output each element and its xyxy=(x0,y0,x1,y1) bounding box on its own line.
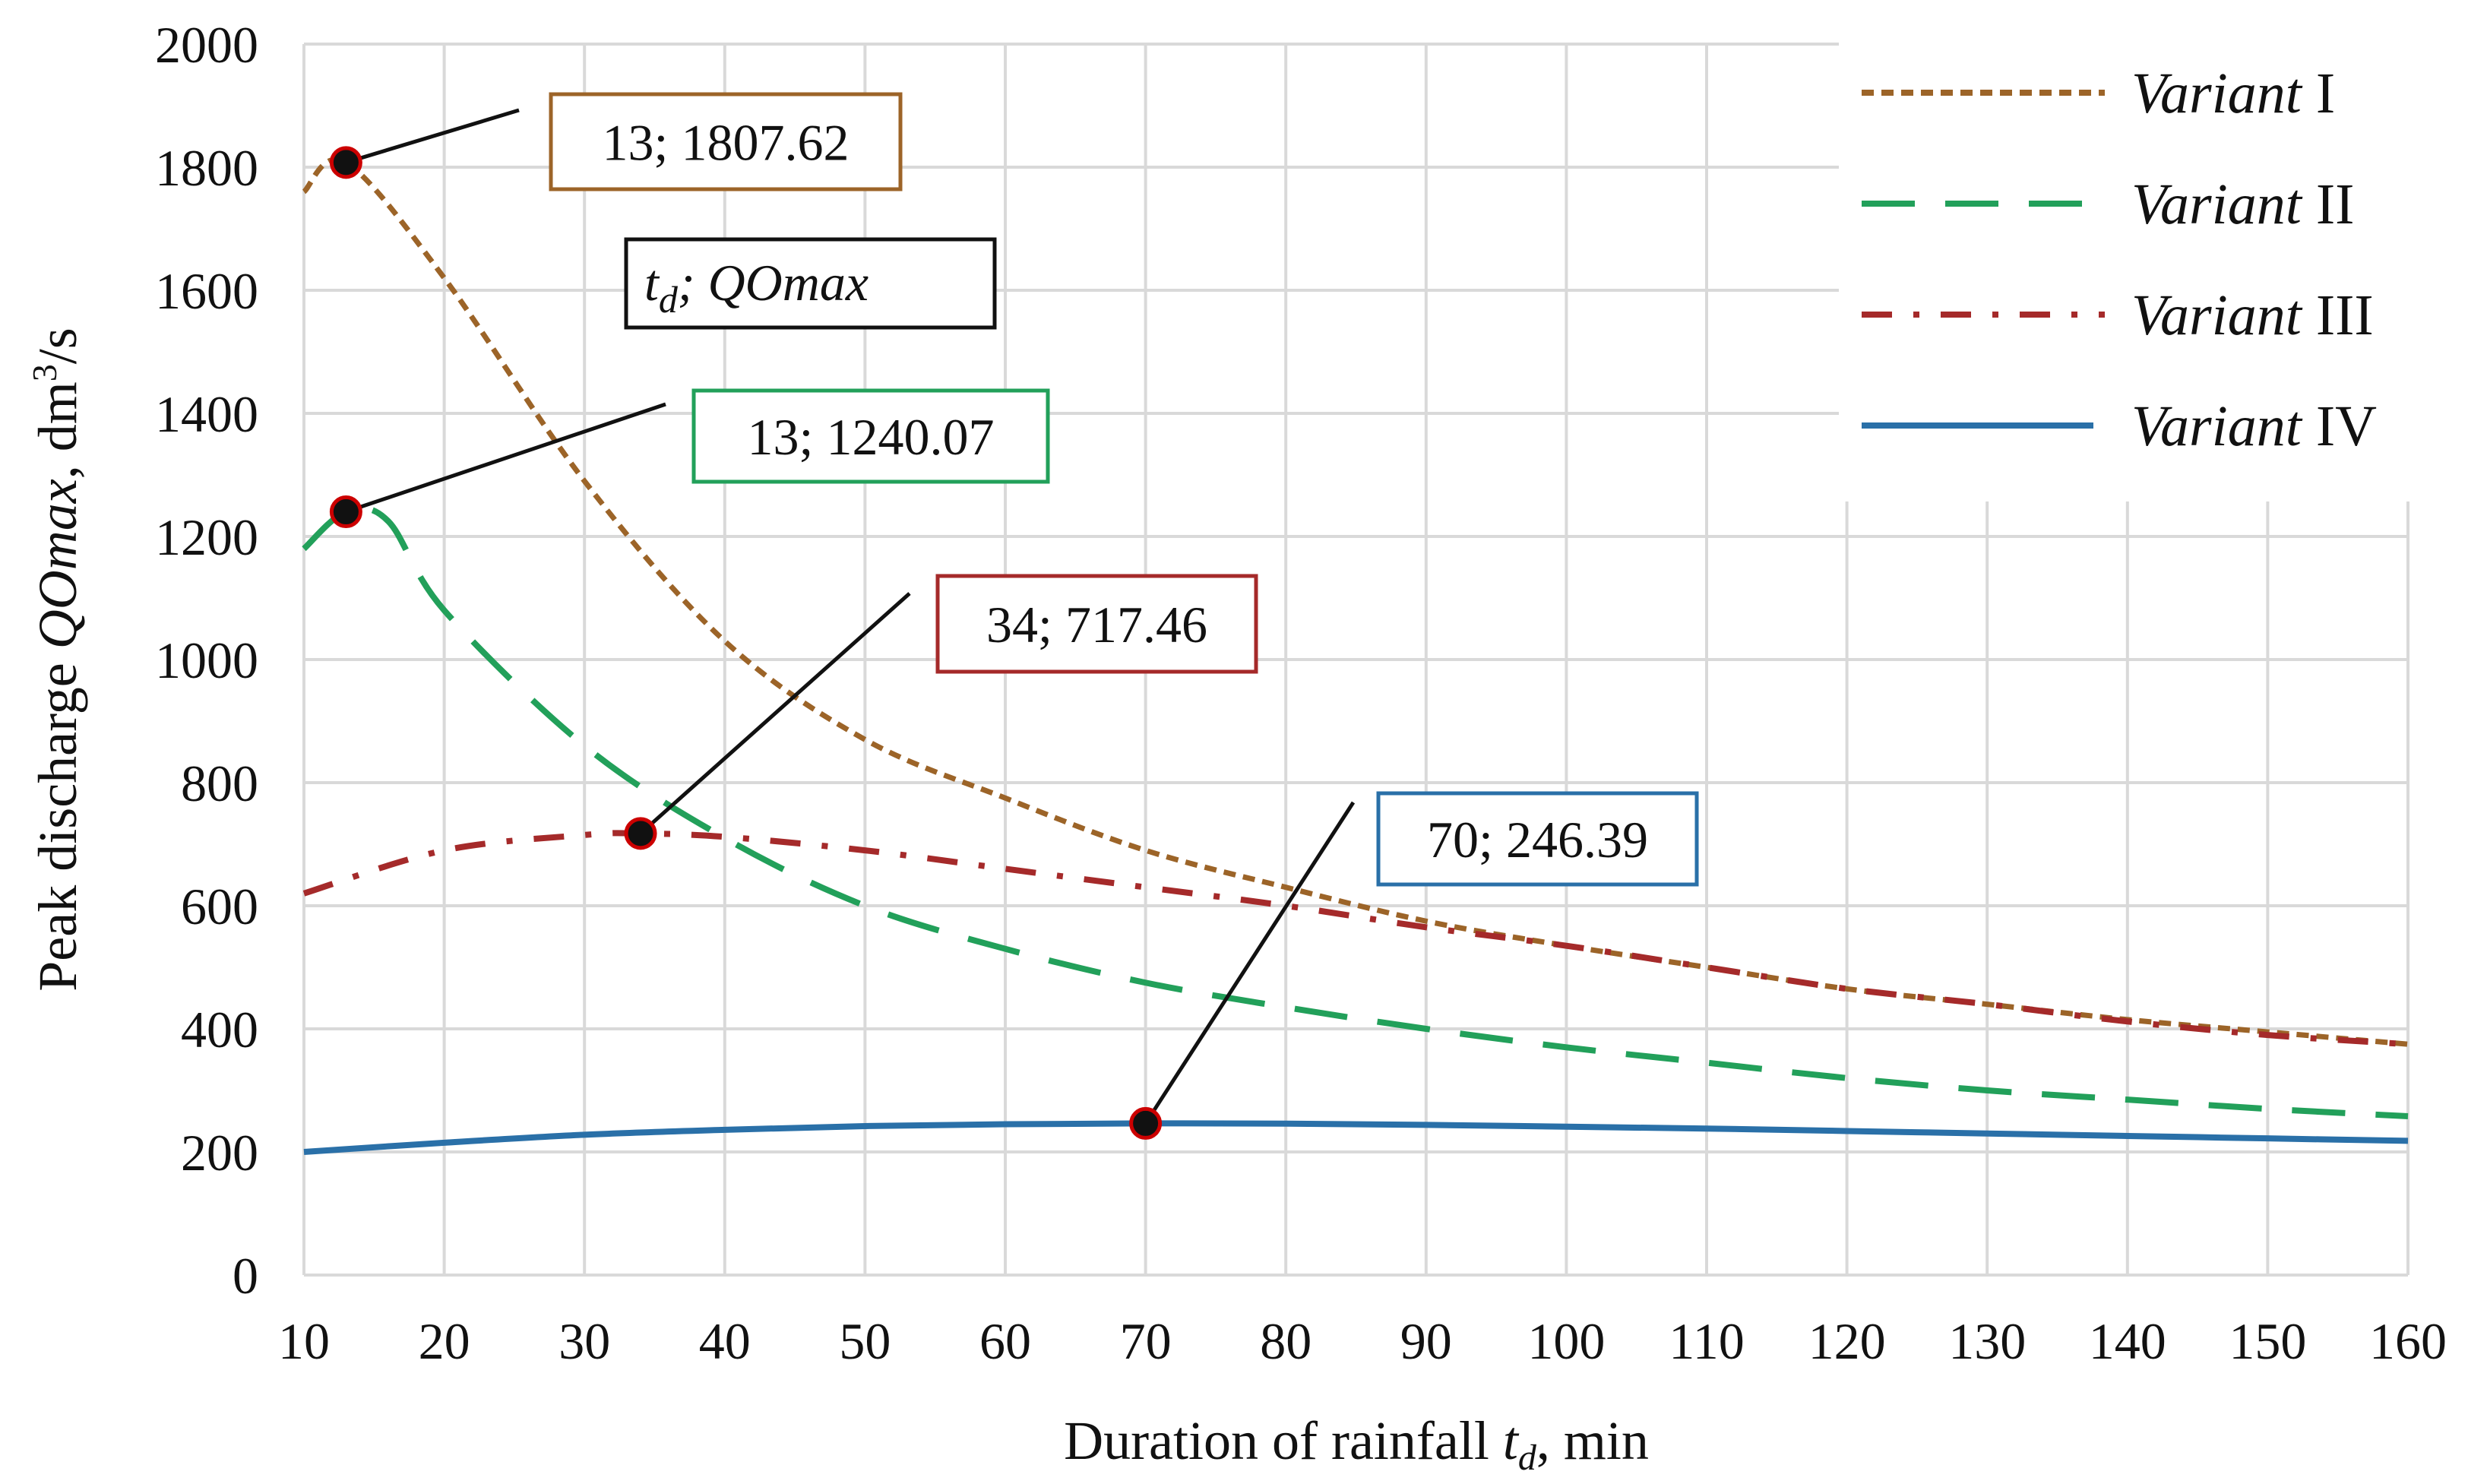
legend-label: Variant I xyxy=(2131,62,2335,125)
annotation-label: 13; 1240.07 xyxy=(748,408,995,466)
legend: Variant I Variant II Variant III Variant IV xyxy=(1862,62,2377,458)
y-axis-title: Peak discharge QOmax, dm3/s xyxy=(25,327,88,992)
x-tick-label: 50 xyxy=(839,1312,891,1370)
x-tick-label: 80 xyxy=(1260,1312,1312,1370)
series-line-2 xyxy=(302,505,2409,1120)
annotation-point xyxy=(329,495,362,529)
annotation-leader xyxy=(639,592,911,835)
series-line-4 xyxy=(303,1120,2409,1155)
y-tick-label: 1200 xyxy=(155,508,258,566)
x-tick-label: 160 xyxy=(2369,1312,2447,1370)
annotation-leader xyxy=(345,402,666,514)
y-tick-label: 600 xyxy=(181,878,258,935)
y-tick-label: 400 xyxy=(181,1001,258,1058)
x-tick-label: 70 xyxy=(1120,1312,1172,1370)
y-tick-label: 1000 xyxy=(155,631,258,689)
annotation-box xyxy=(549,92,903,191)
x-axis-title: Duration of rainfall td, min xyxy=(1064,1410,1649,1478)
series-line-1 xyxy=(302,157,2409,1047)
x-tick-label: 30 xyxy=(558,1312,610,1370)
y-tick-label: 1800 xyxy=(155,139,258,197)
x-tick-label: 150 xyxy=(2229,1312,2306,1370)
annotation-label: 13; 1807.62 xyxy=(603,114,850,172)
annotation-label: 70; 246.39 xyxy=(1427,811,1648,869)
legend-label: Variant III xyxy=(2131,283,2374,347)
annotation-leader xyxy=(345,108,520,165)
x-tick-label: 60 xyxy=(979,1312,1031,1370)
y-tick-label: 800 xyxy=(181,755,258,812)
annotations: 13; 1807.62 13; 1240.07 34; 717.46 70; 246.… xyxy=(329,92,1699,1140)
key-box: td; QOmax xyxy=(624,237,997,330)
x-tick-label: 10 xyxy=(278,1312,330,1370)
y-tick-label: 0 xyxy=(233,1247,258,1305)
x-tick-label: 20 xyxy=(419,1312,470,1370)
x-tick-label: 100 xyxy=(1527,1312,1605,1370)
annotation-box xyxy=(935,574,1258,674)
legend-label: Variant IV xyxy=(2131,394,2377,458)
x-tick-label: 140 xyxy=(2089,1312,2166,1370)
legend-label: Variant II xyxy=(2131,172,2354,236)
y-tick-label: 200 xyxy=(181,1124,258,1182)
x-tick-label: 120 xyxy=(1808,1312,1886,1370)
tick-labels: 10 20 30 40 50 60 70 80 90 100 110 120 130 140 150 1600… xyxy=(155,16,2447,1370)
y-tick-label: 1400 xyxy=(155,385,258,443)
x-tick-label: 110 xyxy=(1669,1312,1744,1370)
annotation-point xyxy=(329,146,362,179)
x-tick-label: 130 xyxy=(1948,1312,2026,1370)
y-tick-label: 1600 xyxy=(155,262,258,320)
annotation-label: 34; 717.46 xyxy=(986,596,1207,653)
annotation-point xyxy=(624,817,657,850)
svg-text:td; QOmax: td; QOmax xyxy=(644,254,869,321)
annotation-point xyxy=(1129,1106,1163,1140)
x-tick-label: 90 xyxy=(1400,1312,1452,1370)
series-line-3 xyxy=(302,830,2409,1048)
annotation-box xyxy=(691,388,1050,484)
x-tick-label: 40 xyxy=(699,1312,751,1370)
annotation-leader xyxy=(1144,801,1356,1125)
annotation-box xyxy=(1376,791,1699,887)
y-tick-label: 2000 xyxy=(155,16,258,74)
